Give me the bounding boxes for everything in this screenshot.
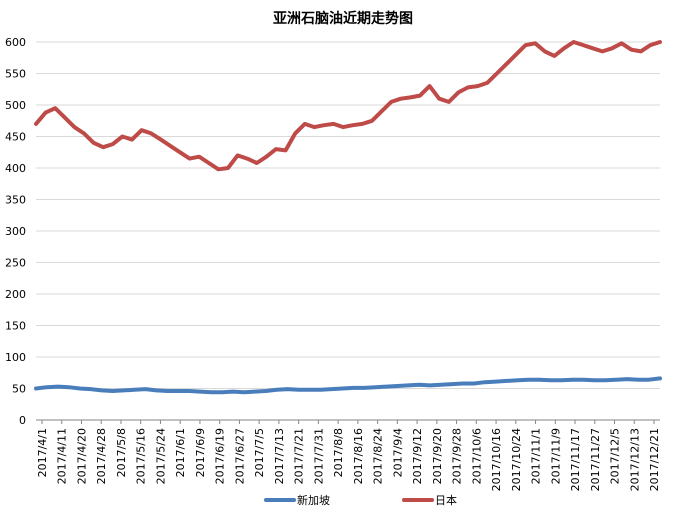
grid xyxy=(36,41,660,421)
y-tick-label: 500 xyxy=(5,99,26,112)
x-tick-label: 2017/6/9 xyxy=(194,428,207,477)
x-tick-label: 2017/11/1 xyxy=(530,428,543,484)
y-tick-label: 450 xyxy=(5,131,26,144)
y-tick-label: 50 xyxy=(12,383,26,396)
y-tick-label: 200 xyxy=(5,288,26,301)
x-tick-label: 2017/10/6 xyxy=(470,428,483,484)
x-tick-label: 2017/7/13 xyxy=(273,428,286,484)
y-tick-label: 400 xyxy=(5,162,26,175)
series-lines xyxy=(34,40,662,395)
legend: 新加坡 日本 xyxy=(264,493,457,507)
x-tick-label: 2017/10/16 xyxy=(490,428,503,491)
x-tick-label: 2017/9/28 xyxy=(451,428,464,484)
x-tick-label: 2017/12/21 xyxy=(648,428,661,491)
series-line-1 xyxy=(34,40,662,172)
x-tick-label: 2017/4/28 xyxy=(95,428,108,484)
x-tick-label: 2017/8/16 xyxy=(352,428,365,484)
y-tick-label: 0 xyxy=(19,414,26,427)
y-tick-label: 300 xyxy=(5,225,26,238)
x-tick-label: 2017/9/4 xyxy=(391,428,404,477)
x-tick-label: 2017/5/24 xyxy=(154,428,167,484)
x-tick-label: 2017/8/24 xyxy=(372,428,385,484)
x-tick-label: 2017/5/16 xyxy=(135,428,148,484)
x-tick-label: 2017/7/21 xyxy=(293,428,306,484)
chart-title: 亚洲石脑油近期走势图 xyxy=(273,10,413,27)
x-tick-label: 2017/9/12 xyxy=(411,428,424,484)
y-tick-label: 150 xyxy=(5,320,26,333)
x-axis-ticks: 2017/4/1 2017/4/11 2017/4/20 2017/4/28 2017/… xyxy=(36,420,661,491)
x-tick-label: 2017/4/11 xyxy=(56,428,69,484)
x-tick-label: 2017/8/8 xyxy=(332,428,345,477)
x-tick-label: 2017/6/1 xyxy=(174,428,187,477)
x-tick-label: 2017/6/27 xyxy=(233,428,246,484)
y-axis-ticks: 0 50 100 150 200 250 300 350 400 450 500 550 600 xyxy=(5,36,26,427)
x-tick-label: 2017/12/5 xyxy=(609,428,622,484)
y-tick-label: 600 xyxy=(5,36,26,49)
y-tick-label: 550 xyxy=(5,68,26,81)
legend-label: 新加坡 xyxy=(297,493,330,507)
x-tick-label: 2017/12/13 xyxy=(628,428,641,491)
x-tick-label: 2017/4/1 xyxy=(36,428,49,477)
y-tick-label: 250 xyxy=(5,257,26,270)
y-tick-label: 100 xyxy=(5,351,26,364)
x-tick-label: 2017/7/31 xyxy=(312,428,325,484)
y-tick-label: 350 xyxy=(5,194,26,207)
x-tick-label: 2017/6/19 xyxy=(214,428,227,484)
series-line-0 xyxy=(34,376,662,395)
x-tick-label: 2017/9/20 xyxy=(431,428,444,484)
x-tick-label: 2017/7/5 xyxy=(253,428,266,477)
x-tick-label: 2017/11/17 xyxy=(569,428,582,491)
x-tick-label: 2017/11/9 xyxy=(549,428,562,484)
legend-label: 日本 xyxy=(435,493,457,507)
x-tick-label: 2017/5/8 xyxy=(115,428,128,477)
x-tick-label: 2017/11/27 xyxy=(589,428,602,491)
x-tick-label: 2017/10/24 xyxy=(510,428,523,491)
x-tick-label: 2017/4/20 xyxy=(75,428,88,484)
